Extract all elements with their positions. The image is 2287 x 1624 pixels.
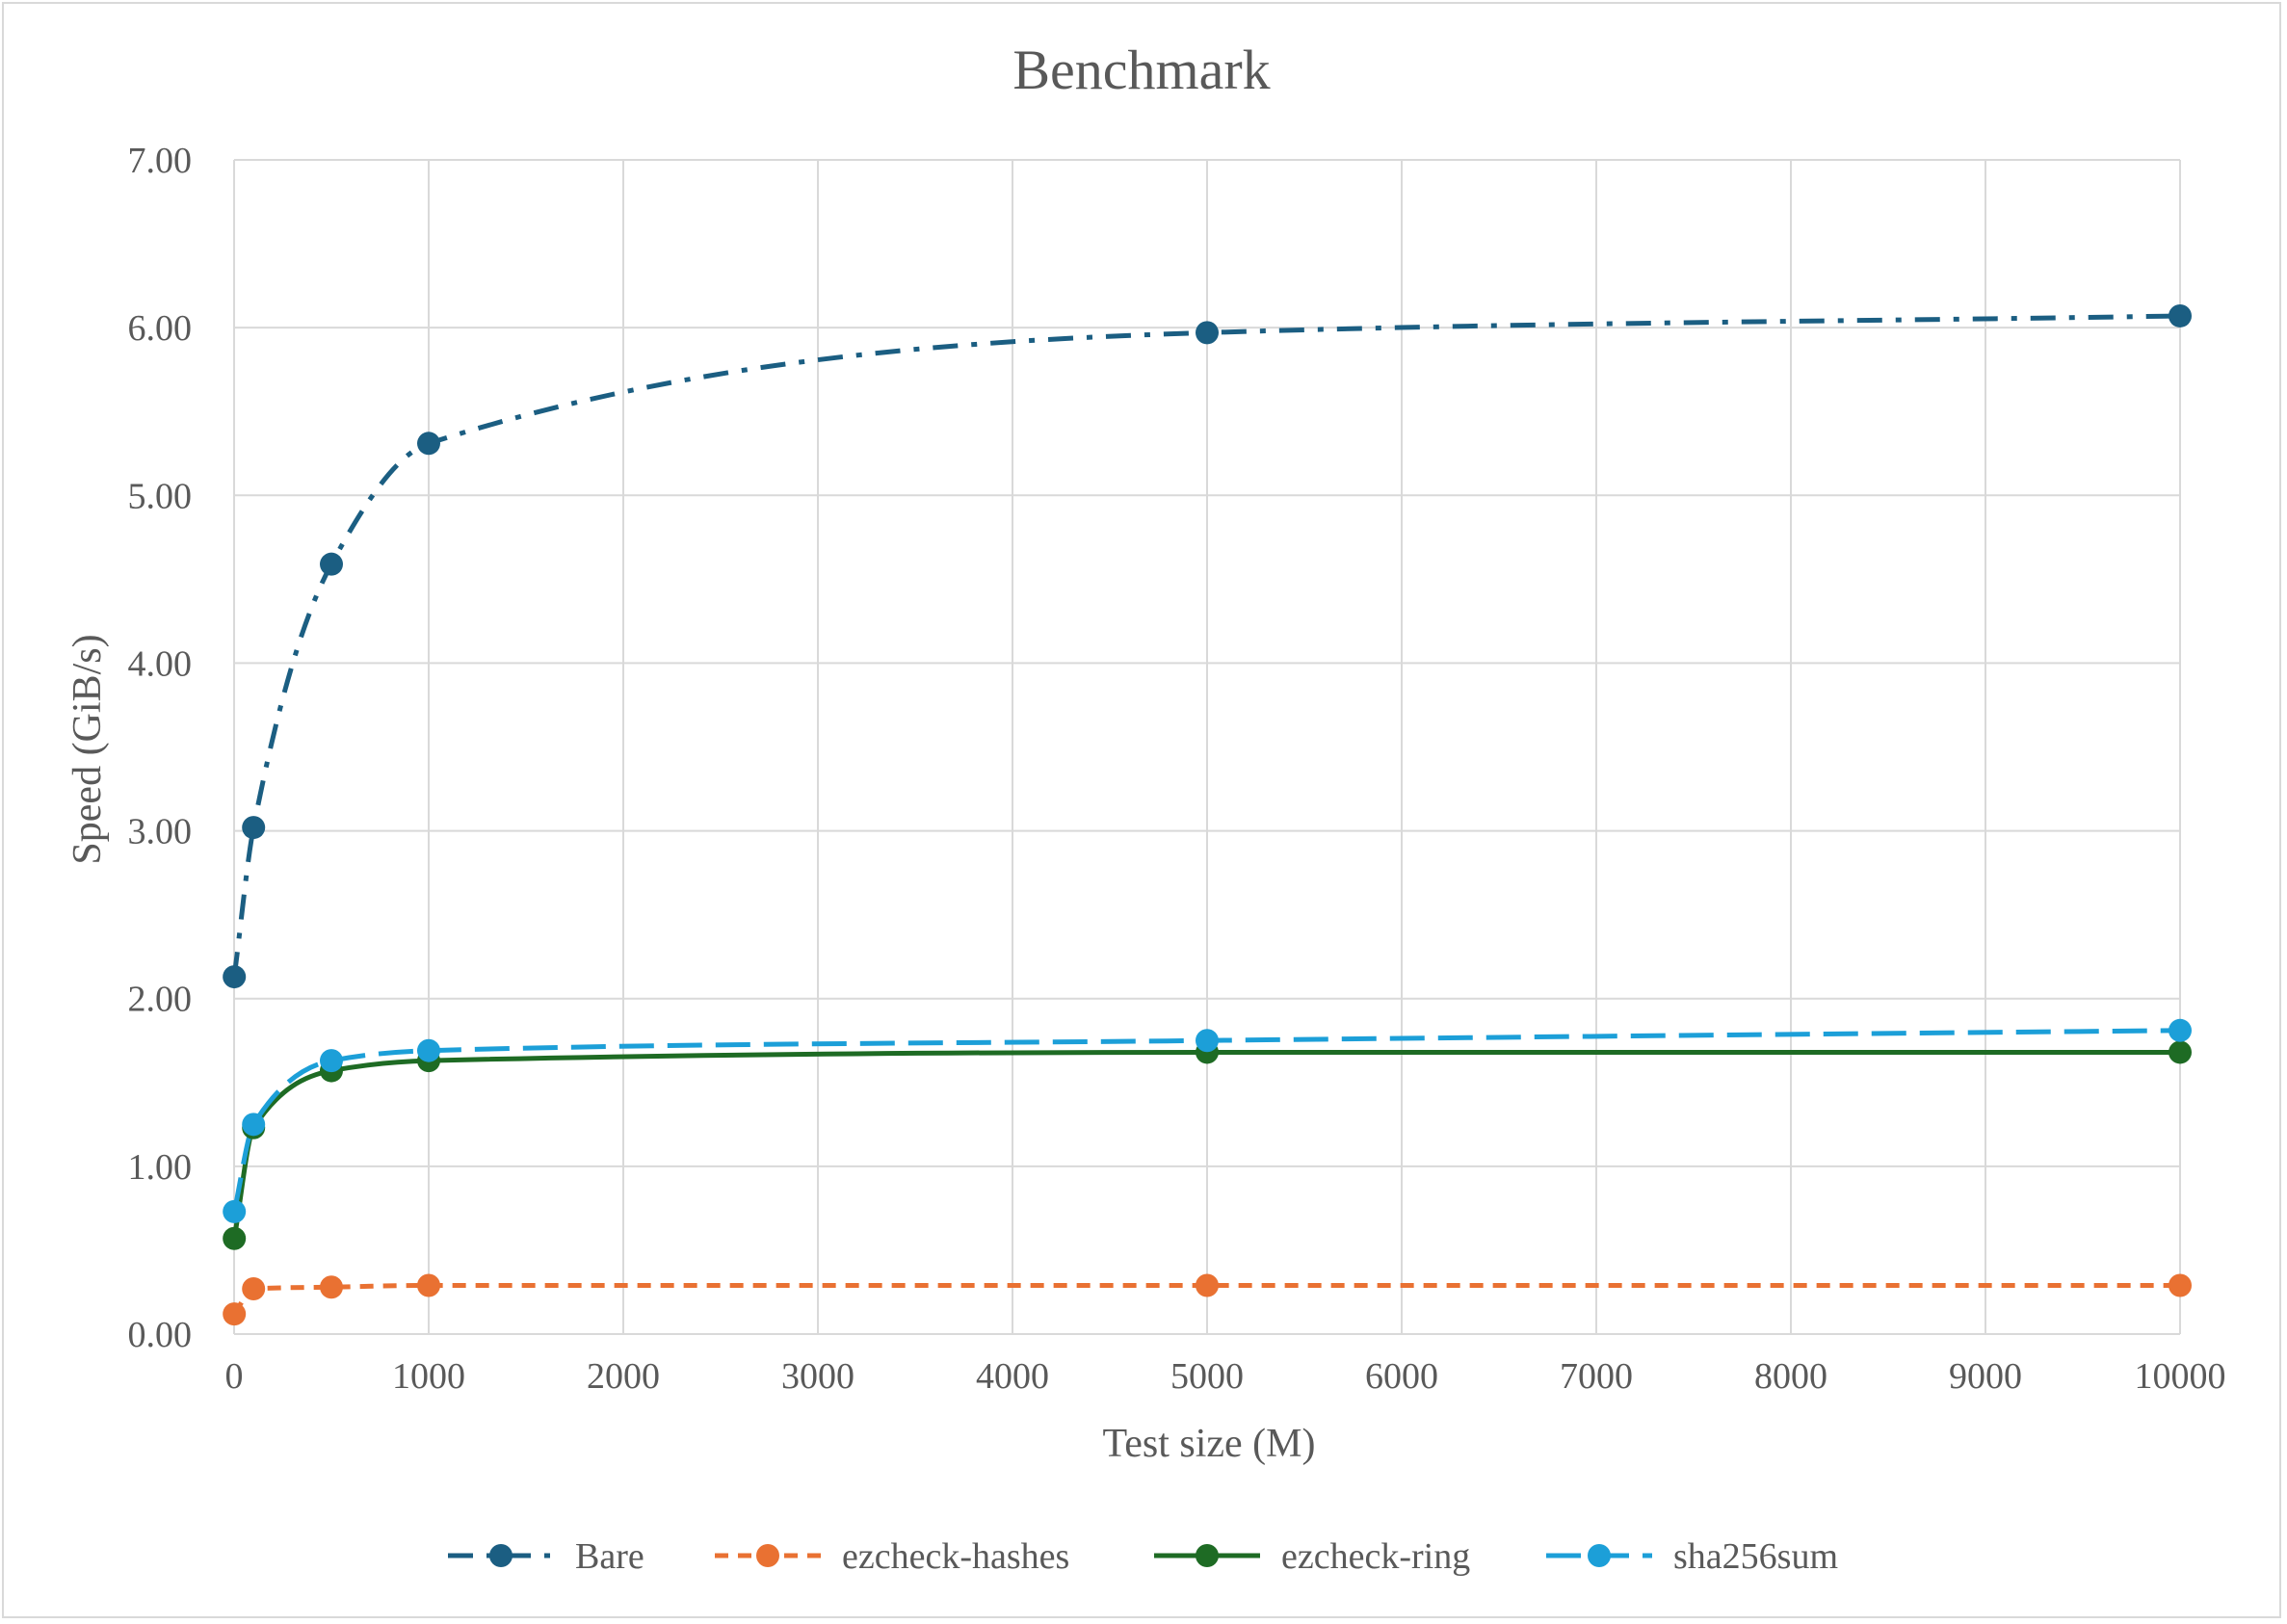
x-tick-label: 6000 <box>1365 1356 1438 1397</box>
data-point-bare <box>242 816 266 840</box>
y-tick-label: 4.00 <box>128 643 193 684</box>
y-tick-label: 7.00 <box>128 141 193 181</box>
y-tick-label: 2.00 <box>128 980 193 1020</box>
y-tick-label: 0.00 <box>128 1315 193 1355</box>
data-point-ezcheck-hashes <box>1196 1273 1219 1297</box>
y-axis-title: Speed (GiB/s) <box>66 634 110 864</box>
y-tick-labels: 0.00 1.00 2.00 3.00 4.00 5.00 6.00 7.00 <box>128 141 193 1355</box>
data-point-sha256sum <box>223 1199 247 1223</box>
x-tick-label: 5000 <box>1170 1356 1244 1397</box>
legend: Bare ezcheck-hashes ezcheck-ring sha256sum <box>448 1536 1838 1577</box>
y-tick-label: 3.00 <box>128 812 193 852</box>
series-markers <box>223 303 2192 1326</box>
x-tick-label: 8000 <box>1754 1356 1827 1397</box>
data-point-ezcheck-ring <box>223 1226 247 1250</box>
data-point-bare <box>320 552 343 576</box>
y-tick-label: 6.00 <box>128 308 193 349</box>
data-point-bare <box>2169 303 2192 327</box>
x-axis-title: Test size (M) <box>1103 1422 1316 1466</box>
x-tick-label: 3000 <box>781 1356 854 1397</box>
data-point-sha256sum <box>1196 1029 1219 1053</box>
legend-label-bare: Bare <box>575 1536 644 1577</box>
series-line-bare <box>231 313 2181 978</box>
legend-marker-sha256sum <box>1588 1544 1611 1567</box>
series-line-ezcheck-hashes <box>232 1282 2180 1316</box>
chart-title: Benchmark <box>1012 39 1270 101</box>
data-point-ezcheck-hashes <box>2169 1273 2192 1297</box>
data-point-sha256sum <box>2169 1018 2192 1042</box>
series-line-ezcheck-ring <box>231 1049 2180 1240</box>
data-point-ezcheck-ring <box>2169 1040 2192 1064</box>
legend-label-ezcheck-hashes: ezcheck-hashes <box>842 1536 1069 1577</box>
data-point-sha256sum <box>417 1038 440 1062</box>
y-tick-label: 5.00 <box>128 476 193 516</box>
x-tick-label: 4000 <box>976 1356 1049 1397</box>
data-point-ezcheck-hashes <box>242 1276 266 1300</box>
data-point-ezcheck-hashes <box>320 1275 343 1299</box>
legend-marker-ezcheck-ring <box>1196 1544 1219 1567</box>
data-point-ezcheck-hashes <box>223 1302 247 1326</box>
x-tick-label: 7000 <box>1560 1356 1633 1397</box>
legend-label-ezcheck-ring: ezcheck-ring <box>1281 1536 1470 1577</box>
x-tick-label: 10000 <box>2135 1356 2226 1397</box>
legend-label-sha256sum: sha256sum <box>1673 1536 1838 1577</box>
x-tick-label: 0 <box>225 1356 244 1397</box>
legend-marker-bare <box>489 1544 513 1567</box>
data-point-bare <box>417 432 440 456</box>
x-tick-label: 1000 <box>392 1356 465 1397</box>
legend-marker-ezcheck-hashes <box>756 1544 779 1567</box>
data-point-ezcheck-hashes <box>417 1273 440 1297</box>
x-tick-label: 9000 <box>1949 1356 2022 1397</box>
x-tick-labels: 0 1000 2000 3000 4000 5000 6000 7000 8000 9000 100… <box>225 1356 2226 1397</box>
series-lines <box>231 313 2181 1316</box>
data-point-bare <box>223 965 247 989</box>
series-line-sha256sum <box>231 1028 2181 1213</box>
y-tick-label: 1.00 <box>128 1147 193 1188</box>
data-point-sha256sum <box>242 1113 266 1137</box>
data-point-sha256sum <box>320 1049 343 1073</box>
data-point-bare <box>1196 321 1219 345</box>
x-tick-label: 2000 <box>587 1356 660 1397</box>
